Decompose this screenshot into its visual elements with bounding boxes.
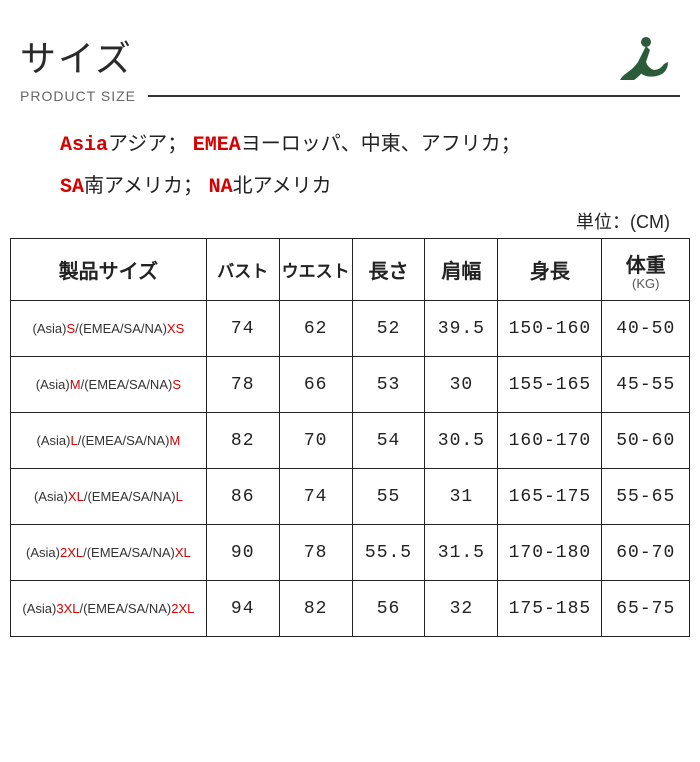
- cell-length: 55: [352, 469, 425, 525]
- table-row: (Asia)XL/(EMEA/SA/NA)L86745531165-17555-…: [11, 469, 690, 525]
- table-row: (Asia)3XL/(EMEA/SA/NA)2XL94825632175-185…: [11, 581, 690, 637]
- table-body: (Asia)S/(EMEA/SA/NA)XS74625239.5150-1604…: [11, 301, 690, 637]
- table-row: (Asia)L/(EMEA/SA/NA)M82705430.5160-17050…: [11, 413, 690, 469]
- asia-text: アジア；: [108, 133, 187, 155]
- cell-waist: 82: [279, 581, 352, 637]
- region-legend: Asiaアジア； EMEAヨーロッパ、中東、アフリカ； SA南アメリカ； NA北…: [0, 104, 700, 214]
- col-waist: ウエスト: [279, 239, 352, 301]
- subtitle: PRODUCT SIZE: [20, 88, 136, 104]
- col-length: 長さ: [352, 239, 425, 301]
- emea-text: ヨーロッパ、中東、アフリカ；: [241, 133, 521, 155]
- cell-height: 170-180: [498, 525, 602, 581]
- cell-height: 160-170: [498, 413, 602, 469]
- subtitle-row: PRODUCT SIZE: [20, 88, 680, 104]
- cell-bust: 82: [206, 413, 279, 469]
- yoga-pose-icon: [616, 36, 672, 89]
- cell-size: (Asia)3XL/(EMEA/SA/NA)2XL: [11, 581, 207, 637]
- sa-code: SA: [60, 176, 84, 199]
- cell-shoulder: 32: [425, 581, 498, 637]
- region-line-1: Asiaアジア； EMEAヨーロッパ、中東、アフリカ；: [60, 124, 640, 166]
- cell-waist: 66: [279, 357, 352, 413]
- page-title: サイズ: [20, 30, 680, 82]
- asia-code: Asia: [60, 134, 108, 157]
- cell-weight: 50-60: [602, 413, 690, 469]
- cell-length: 53: [352, 357, 425, 413]
- unit-label: 単位：(CM): [0, 208, 700, 234]
- cell-bust: 94: [206, 581, 279, 637]
- cell-shoulder: 30.5: [425, 413, 498, 469]
- cell-length: 52: [352, 301, 425, 357]
- cell-length: 54: [352, 413, 425, 469]
- cell-weight: 40-50: [602, 301, 690, 357]
- size-table: 製品サイズ バスト ウエスト 長さ 肩幅 身長 体重 (KG) (Asia)S/…: [10, 238, 690, 637]
- cell-bust: 74: [206, 301, 279, 357]
- header: サイズ PRODUCT SIZE: [0, 0, 700, 104]
- cell-shoulder: 31: [425, 469, 498, 525]
- cell-size: (Asia)XL/(EMEA/SA/NA)L: [11, 469, 207, 525]
- col-size: 製品サイズ: [11, 239, 207, 301]
- cell-height: 150-160: [498, 301, 602, 357]
- table-row: (Asia)2XL/(EMEA/SA/NA)XL907855.531.5170-…: [11, 525, 690, 581]
- cell-weight: 65-75: [602, 581, 690, 637]
- col-weight-sub: (KG): [602, 276, 689, 291]
- col-weight: 体重 (KG): [602, 239, 690, 301]
- table-row: (Asia)M/(EMEA/SA/NA)S78665330155-16545-5…: [11, 357, 690, 413]
- cell-waist: 70: [279, 413, 352, 469]
- cell-shoulder: 39.5: [425, 301, 498, 357]
- cell-length: 56: [352, 581, 425, 637]
- na-code: NA: [209, 176, 233, 199]
- cell-height: 175-185: [498, 581, 602, 637]
- cell-weight: 60-70: [602, 525, 690, 581]
- cell-shoulder: 31.5: [425, 525, 498, 581]
- table-row: (Asia)S/(EMEA/SA/NA)XS74625239.5150-1604…: [11, 301, 690, 357]
- cell-bust: 86: [206, 469, 279, 525]
- divider: [148, 95, 680, 97]
- cell-size: (Asia)L/(EMEA/SA/NA)M: [11, 413, 207, 469]
- cell-size: (Asia)S/(EMEA/SA/NA)XS: [11, 301, 207, 357]
- cell-shoulder: 30: [425, 357, 498, 413]
- cell-weight: 55-65: [602, 469, 690, 525]
- col-height: 身長: [498, 239, 602, 301]
- cell-waist: 62: [279, 301, 352, 357]
- cell-waist: 74: [279, 469, 352, 525]
- na-text: 北アメリカ: [233, 175, 332, 197]
- sa-text: 南アメリカ；: [84, 175, 203, 197]
- region-line-2: SA南アメリカ； NA北アメリカ: [60, 166, 640, 208]
- cell-height: 165-175: [498, 469, 602, 525]
- emea-code: EMEA: [193, 134, 241, 157]
- cell-waist: 78: [279, 525, 352, 581]
- col-weight-label: 体重: [626, 255, 666, 277]
- cell-size: (Asia)M/(EMEA/SA/NA)S: [11, 357, 207, 413]
- cell-bust: 78: [206, 357, 279, 413]
- cell-length: 55.5: [352, 525, 425, 581]
- cell-size: (Asia)2XL/(EMEA/SA/NA)XL: [11, 525, 207, 581]
- col-bust: バスト: [206, 239, 279, 301]
- cell-height: 155-165: [498, 357, 602, 413]
- cell-weight: 45-55: [602, 357, 690, 413]
- col-shoulder: 肩幅: [425, 239, 498, 301]
- table-header-row: 製品サイズ バスト ウエスト 長さ 肩幅 身長 体重 (KG): [11, 239, 690, 301]
- cell-bust: 90: [206, 525, 279, 581]
